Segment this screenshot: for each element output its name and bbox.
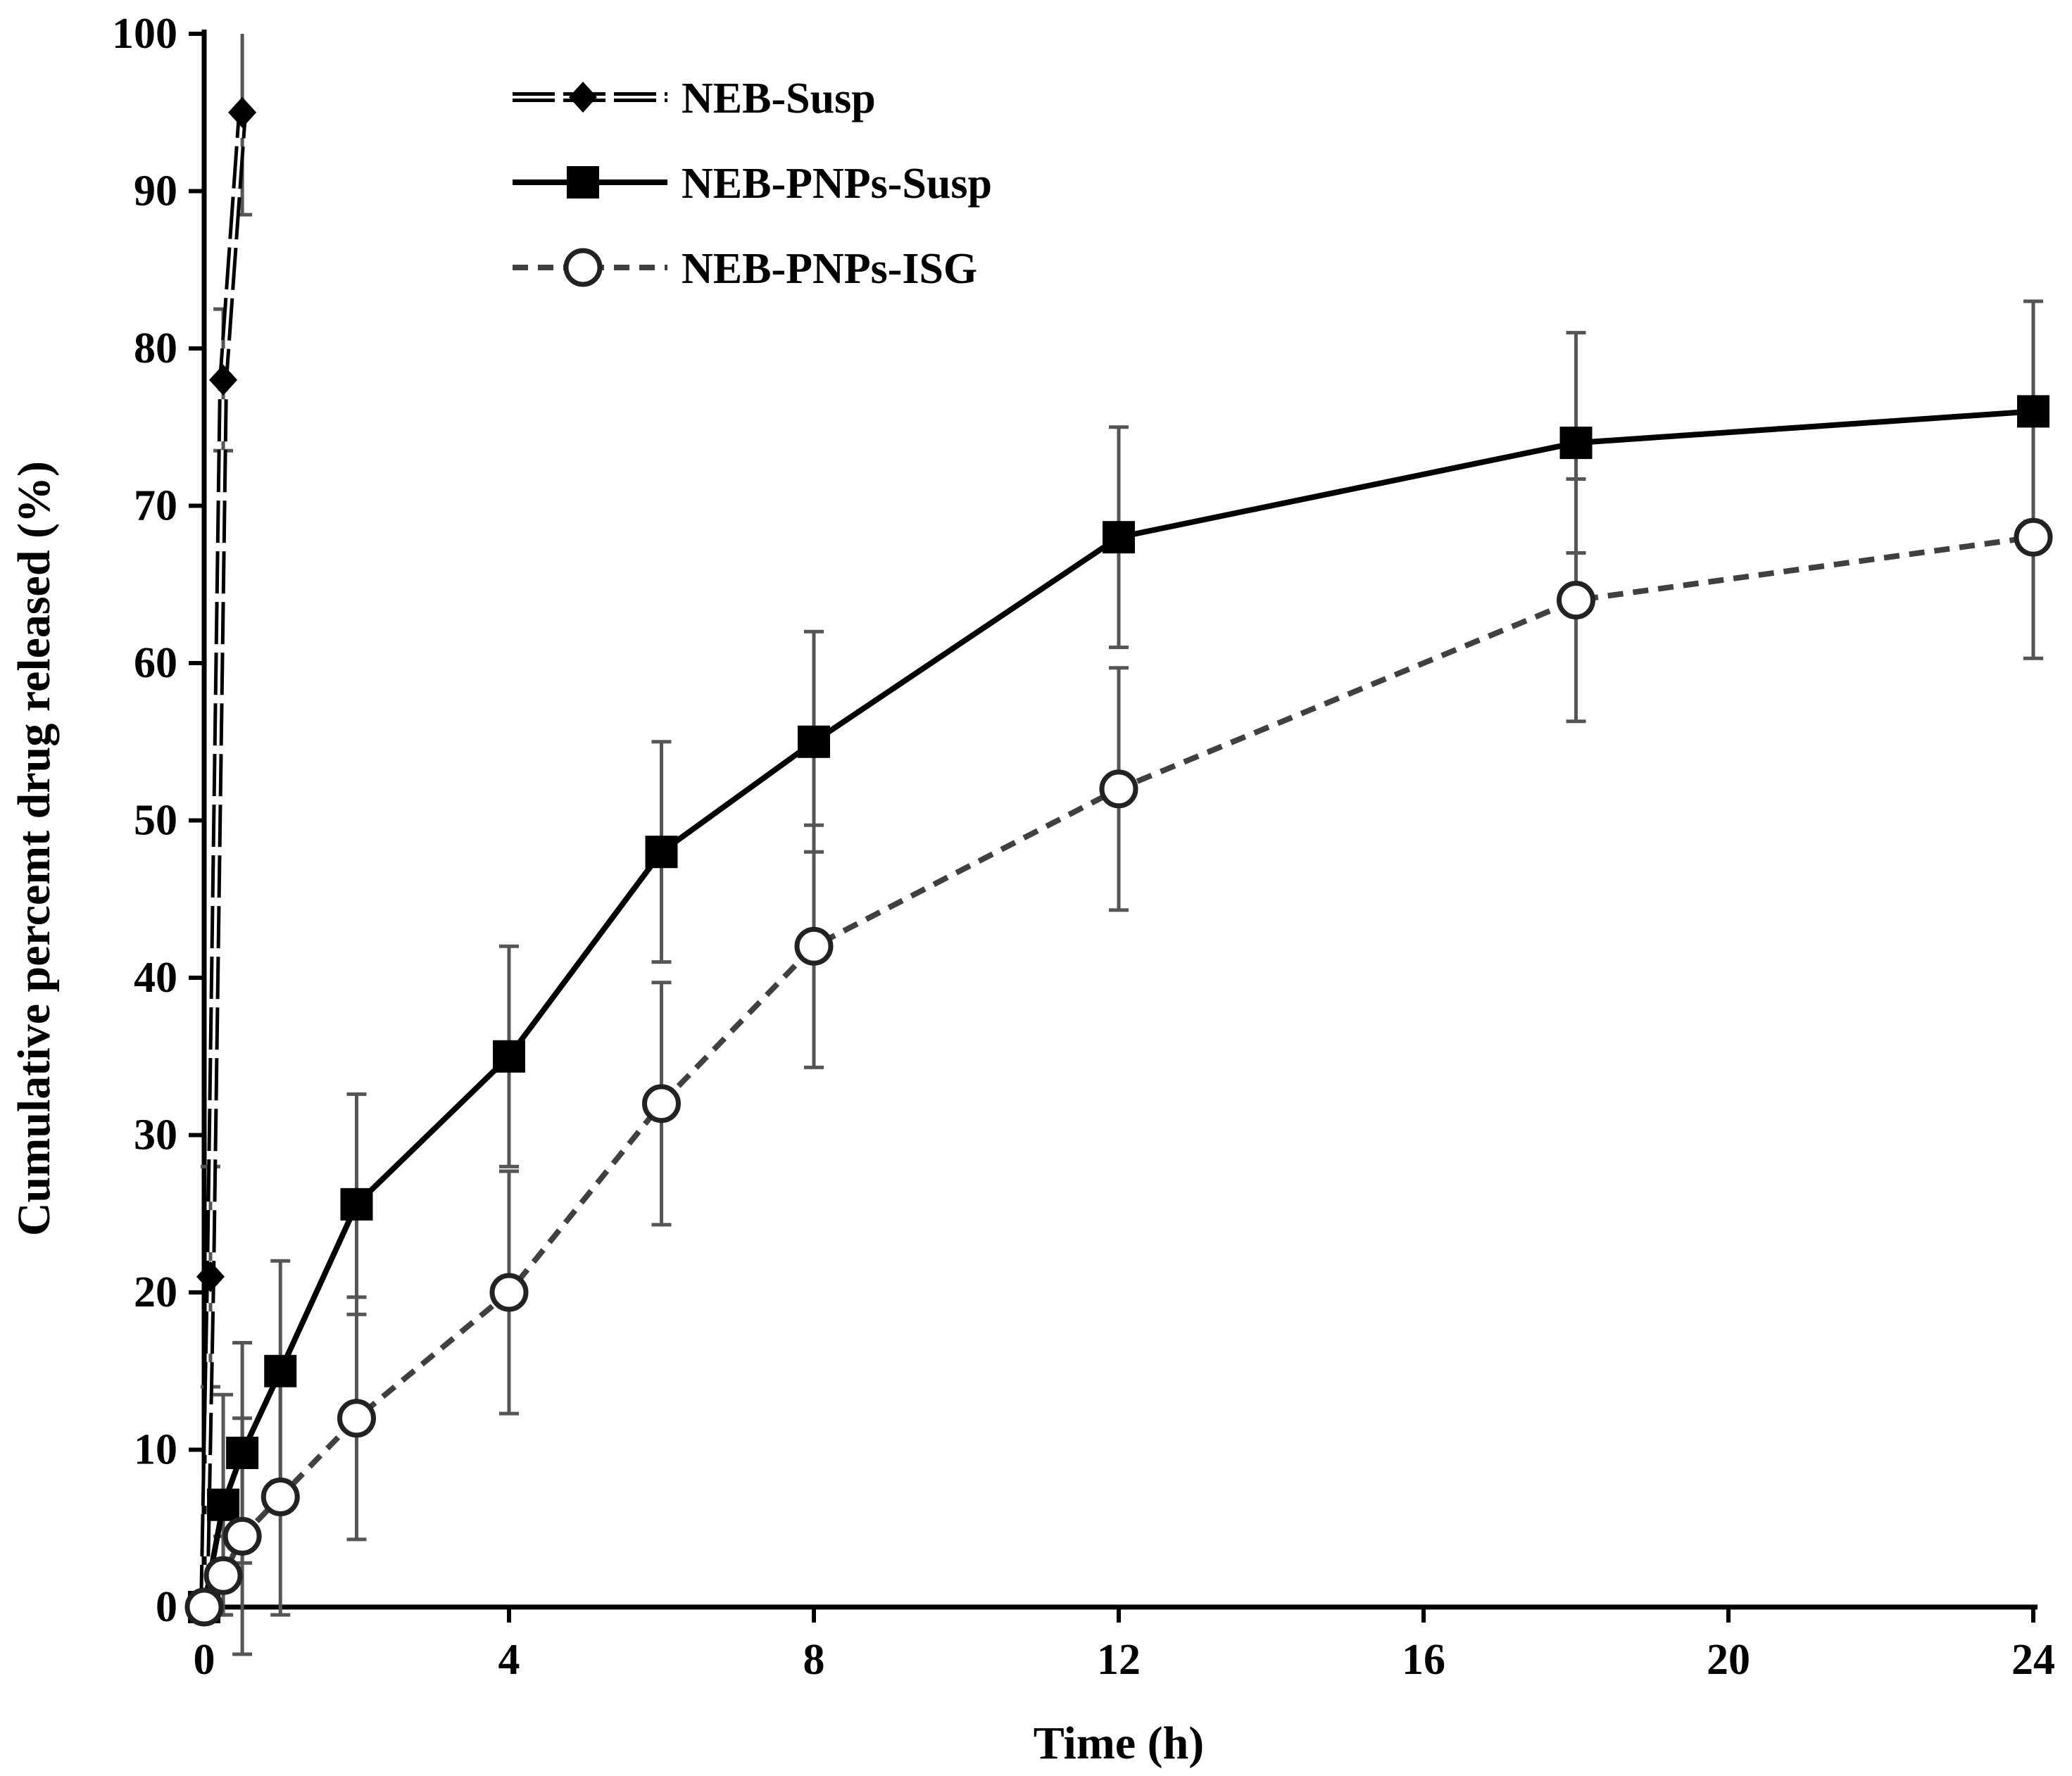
y-tick-label: 30 bbox=[134, 1111, 177, 1159]
data-point-1 bbox=[645, 836, 678, 869]
legend-label-2: NEB-PNPs-ISG bbox=[682, 245, 977, 293]
legend-label-1: NEB-PNPs-Susp bbox=[682, 160, 992, 208]
ticks: 0 10 20 30 40 50 60 70 80 90 100 0 4 8 12 16 20 24 bbox=[112, 10, 2055, 1684]
data-point-2 bbox=[337, 1399, 376, 1438]
x-tick-label: 16 bbox=[1402, 1636, 1445, 1684]
y-axis-title: Cumulative percemt drug released (%) bbox=[8, 461, 60, 1236]
x-tick-label: 8 bbox=[803, 1636, 825, 1684]
data-point-2 bbox=[489, 1273, 529, 1312]
data-point-2 bbox=[2014, 517, 2053, 557]
y-tick-label: 90 bbox=[134, 168, 177, 215]
legend-marker-0 bbox=[569, 82, 597, 113]
data-point-0 bbox=[228, 96, 257, 128]
data-point-2 bbox=[260, 1478, 300, 1517]
y-tick-label: 80 bbox=[134, 325, 177, 372]
series-line-0 bbox=[199, 112, 248, 1608]
data-point-1 bbox=[1559, 427, 1593, 460]
legend-label-0: NEB-Susp bbox=[682, 75, 876, 122]
x-tick-label: 24 bbox=[2011, 1636, 2055, 1684]
data-point-1 bbox=[493, 1040, 525, 1073]
data-point-1 bbox=[264, 1354, 297, 1387]
series-line-0-inner bbox=[203, 112, 244, 1608]
data-point-1 bbox=[226, 1436, 259, 1469]
data-point-2 bbox=[1099, 769, 1138, 809]
y-tick-label: 40 bbox=[134, 954, 177, 1002]
data-point-0 bbox=[196, 1261, 225, 1292]
x-tick-label: 0 bbox=[194, 1636, 215, 1684]
legend: NEB-Susp NEB-PNPs-Susp NEB-PNPs-ISG bbox=[513, 75, 992, 293]
y-tick-label: 10 bbox=[134, 1426, 177, 1474]
data-point-1 bbox=[207, 1488, 240, 1521]
data-point-1 bbox=[1103, 521, 1135, 554]
x-tick-label: 20 bbox=[1707, 1636, 1750, 1684]
y-tick-label: 70 bbox=[134, 482, 177, 530]
x-axis-title: Time (h) bbox=[1034, 1718, 1205, 1769]
data-point-1 bbox=[798, 725, 830, 758]
y-tick-label: 50 bbox=[134, 797, 177, 845]
x-tick-label: 12 bbox=[1097, 1636, 1141, 1684]
data-point-1 bbox=[340, 1188, 373, 1221]
data-point-2 bbox=[794, 926, 834, 966]
data-point-2 bbox=[222, 1516, 262, 1556]
data-point-1 bbox=[2017, 395, 2049, 428]
y-tick-label: 100 bbox=[112, 10, 177, 58]
x-tick-label: 4 bbox=[498, 1636, 520, 1684]
y-tick-label: 0 bbox=[156, 1583, 177, 1631]
y-tick-label: 20 bbox=[134, 1268, 177, 1316]
legend-marker-1 bbox=[567, 166, 599, 199]
legend-marker-2 bbox=[563, 248, 603, 287]
error-bars bbox=[200, 34, 2043, 1656]
data-point-0 bbox=[209, 364, 238, 396]
y-tick-label: 60 bbox=[134, 639, 177, 687]
data-point-2 bbox=[203, 1556, 243, 1595]
data-point-2 bbox=[642, 1084, 681, 1123]
series-markers bbox=[184, 96, 2053, 1627]
data-point-2 bbox=[1557, 581, 1595, 620]
data-point-2 bbox=[184, 1587, 224, 1627]
